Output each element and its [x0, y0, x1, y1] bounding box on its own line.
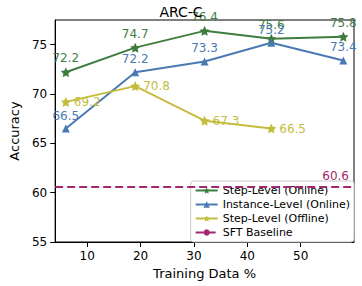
svg-text:73.3: 73.3: [191, 41, 218, 55]
svg-text:72.2: 72.2: [52, 51, 79, 65]
svg-text:20: 20: [133, 249, 148, 263]
svg-text:66.5: 66.5: [52, 109, 79, 123]
svg-text:30: 30: [186, 249, 201, 263]
svg-text:67.3: 67.3: [213, 114, 240, 128]
svg-text:70: 70: [32, 87, 47, 101]
svg-text:Accuracy: Accuracy: [7, 101, 22, 161]
svg-text:55: 55: [32, 235, 47, 249]
svg-text:70.8: 70.8: [143, 79, 170, 93]
svg-text:76.4: 76.4: [191, 9, 218, 24]
svg-text:50: 50: [293, 249, 308, 263]
svg-text:Instance-Level (Online): Instance-Level (Online): [223, 198, 350, 211]
svg-text:69.2: 69.2: [74, 95, 101, 109]
svg-text:75.8: 75.8: [330, 16, 357, 30]
svg-text:40: 40: [240, 249, 255, 263]
svg-text:75: 75: [32, 38, 47, 52]
svg-text:73.4: 73.4: [330, 40, 357, 54]
svg-text:10: 10: [80, 249, 95, 263]
svg-text:60.6: 60.6: [322, 169, 349, 183]
svg-text:60: 60: [32, 186, 47, 200]
svg-text:75.2: 75.2: [258, 23, 285, 37]
svg-text:66.5: 66.5: [279, 122, 306, 136]
svg-text:72.2: 72.2: [122, 52, 149, 66]
svg-text:Step-Level (Online): Step-Level (Online): [223, 184, 329, 197]
svg-text:ARC-C: ARC-C: [159, 4, 202, 20]
svg-text:SFT Baseline: SFT Baseline: [223, 226, 293, 239]
svg-text:65: 65: [32, 136, 47, 150]
svg-text:Training Data %: Training Data %: [152, 266, 256, 281]
svg-text:Step-Level (Offline): Step-Level (Offline): [223, 212, 329, 225]
svg-text:74.7: 74.7: [122, 27, 149, 41]
